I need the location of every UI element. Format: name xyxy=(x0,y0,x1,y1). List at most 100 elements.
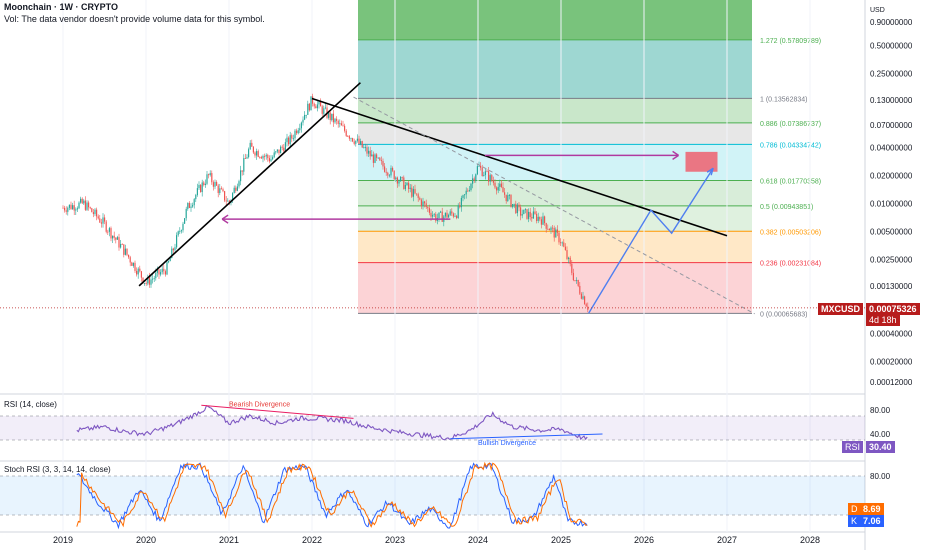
candle-body xyxy=(556,229,558,233)
candle-body xyxy=(257,151,259,157)
rsi-pane: Bearish Divergence Bullish Divergence xyxy=(0,401,865,447)
candle-body xyxy=(473,178,475,181)
year-tick-label: 2024 xyxy=(468,535,488,545)
candle-body xyxy=(116,237,118,240)
candle-body xyxy=(310,96,312,111)
candle-body xyxy=(497,186,499,191)
candle-body xyxy=(403,177,405,190)
candle-body xyxy=(214,181,216,187)
candle-body xyxy=(249,142,251,150)
grid-lines xyxy=(62,0,811,532)
symbol-tag: MXCUSD xyxy=(818,303,864,315)
candle-body xyxy=(452,213,454,217)
candle-body xyxy=(315,106,317,109)
year-tick-label: 2027 xyxy=(717,535,737,545)
rsi-line xyxy=(76,404,588,441)
candle-body xyxy=(251,142,253,147)
candle-body xyxy=(336,118,338,121)
candle-body xyxy=(307,103,309,115)
candle-body xyxy=(352,138,354,142)
candle-body xyxy=(246,157,248,159)
candle-body xyxy=(387,172,389,176)
candle-body xyxy=(86,202,88,210)
candle-body xyxy=(128,254,130,258)
candle-body xyxy=(348,136,350,139)
candle-body xyxy=(579,285,581,294)
candle-body xyxy=(492,180,494,183)
candle-body xyxy=(465,190,467,195)
candle-body xyxy=(539,216,541,220)
candle-body xyxy=(67,207,69,212)
candle-body xyxy=(137,268,139,275)
candle-body xyxy=(75,209,77,211)
symbol-header[interactable]: Moonchain · 1W · CRYPTO xyxy=(4,2,118,12)
candle-body xyxy=(161,268,163,273)
candle-body xyxy=(563,242,565,247)
candle-body xyxy=(196,188,198,196)
candle-body xyxy=(195,195,197,200)
fib-level-label: 0 (0.00065683) xyxy=(760,311,807,318)
candle-body xyxy=(288,137,290,145)
candle-body xyxy=(169,258,171,262)
candle-body xyxy=(499,183,501,187)
candle-body xyxy=(382,161,384,167)
candle-body xyxy=(494,182,496,188)
candle-body xyxy=(478,165,480,167)
fib-zone xyxy=(358,262,752,314)
candle-body xyxy=(518,204,520,208)
candle-body xyxy=(416,193,418,195)
fib-level-label: 1.272 (0.57809789) xyxy=(760,38,821,45)
candle-body xyxy=(276,149,278,152)
candle-body xyxy=(395,177,397,180)
candle-body xyxy=(577,280,579,286)
candle-body xyxy=(172,248,174,251)
candle-body xyxy=(441,211,443,222)
candle-body xyxy=(555,229,557,238)
candle-body xyxy=(396,177,398,184)
candle-body xyxy=(379,157,381,161)
candle-body xyxy=(476,166,478,175)
candle-body xyxy=(198,184,200,189)
candle-body xyxy=(228,200,230,203)
candle-body xyxy=(270,159,272,162)
rising-trendline xyxy=(138,82,361,287)
candle-body xyxy=(329,112,331,121)
candle-body xyxy=(417,194,419,198)
fib-zone xyxy=(358,0,752,40)
candle-body xyxy=(97,216,99,219)
candle-body xyxy=(459,205,461,208)
candle-body xyxy=(254,152,256,156)
candle-body xyxy=(203,182,205,185)
candle-body xyxy=(152,278,154,280)
candle-body xyxy=(144,282,146,284)
candle-body xyxy=(531,217,533,219)
candle-body xyxy=(72,205,74,210)
candle-body xyxy=(523,209,525,215)
candle-body xyxy=(361,141,363,148)
candle-body xyxy=(107,231,109,233)
stoch-pane-title[interactable]: Stoch RSI (3, 3, 14, 14, close) xyxy=(4,465,111,474)
fib-level-label: 0.5 (0.00943851) xyxy=(760,204,813,211)
rsi-pane-title[interactable]: RSI (14, close) xyxy=(4,400,57,409)
candle-body xyxy=(331,113,333,121)
candle-body xyxy=(500,183,502,188)
candle-body xyxy=(409,187,411,189)
candle-body xyxy=(489,175,491,182)
candle-body xyxy=(537,216,539,221)
price-tick-label: 0.00020000 xyxy=(870,357,913,366)
candle-body xyxy=(100,222,102,224)
candle-body xyxy=(480,165,482,168)
candle-body xyxy=(392,167,394,171)
year-tick-label: 2025 xyxy=(551,535,571,545)
fib-level-label: 0.786 (0.04334742) xyxy=(760,142,821,149)
candle-body xyxy=(406,182,408,186)
rsi-tick-label: 40.00 xyxy=(870,430,891,439)
candle-body xyxy=(435,214,437,221)
projection-path xyxy=(588,167,714,314)
year-tick-label: 2022 xyxy=(302,535,322,545)
candle-body xyxy=(464,194,466,196)
candle-body xyxy=(273,152,275,158)
rsi-band xyxy=(0,416,865,440)
fib-level-label: 1 (0.13562834) xyxy=(760,96,807,103)
